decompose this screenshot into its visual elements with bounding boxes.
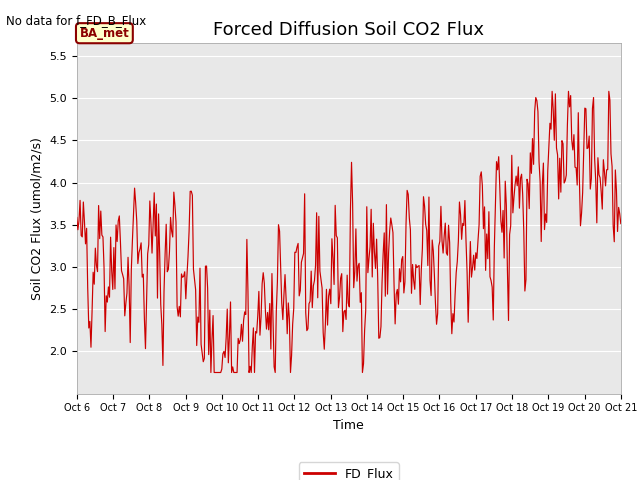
Text: BA_met: BA_met — [79, 27, 129, 40]
Legend: FD_Flux: FD_Flux — [299, 462, 399, 480]
Y-axis label: Soil CO2 Flux (umol/m2/s): Soil CO2 Flux (umol/m2/s) — [31, 137, 44, 300]
X-axis label: Time: Time — [333, 419, 364, 432]
Text: No data for f_FD_B_Flux: No data for f_FD_B_Flux — [6, 14, 147, 27]
Title: Forced Diffusion Soil CO2 Flux: Forced Diffusion Soil CO2 Flux — [213, 21, 484, 39]
